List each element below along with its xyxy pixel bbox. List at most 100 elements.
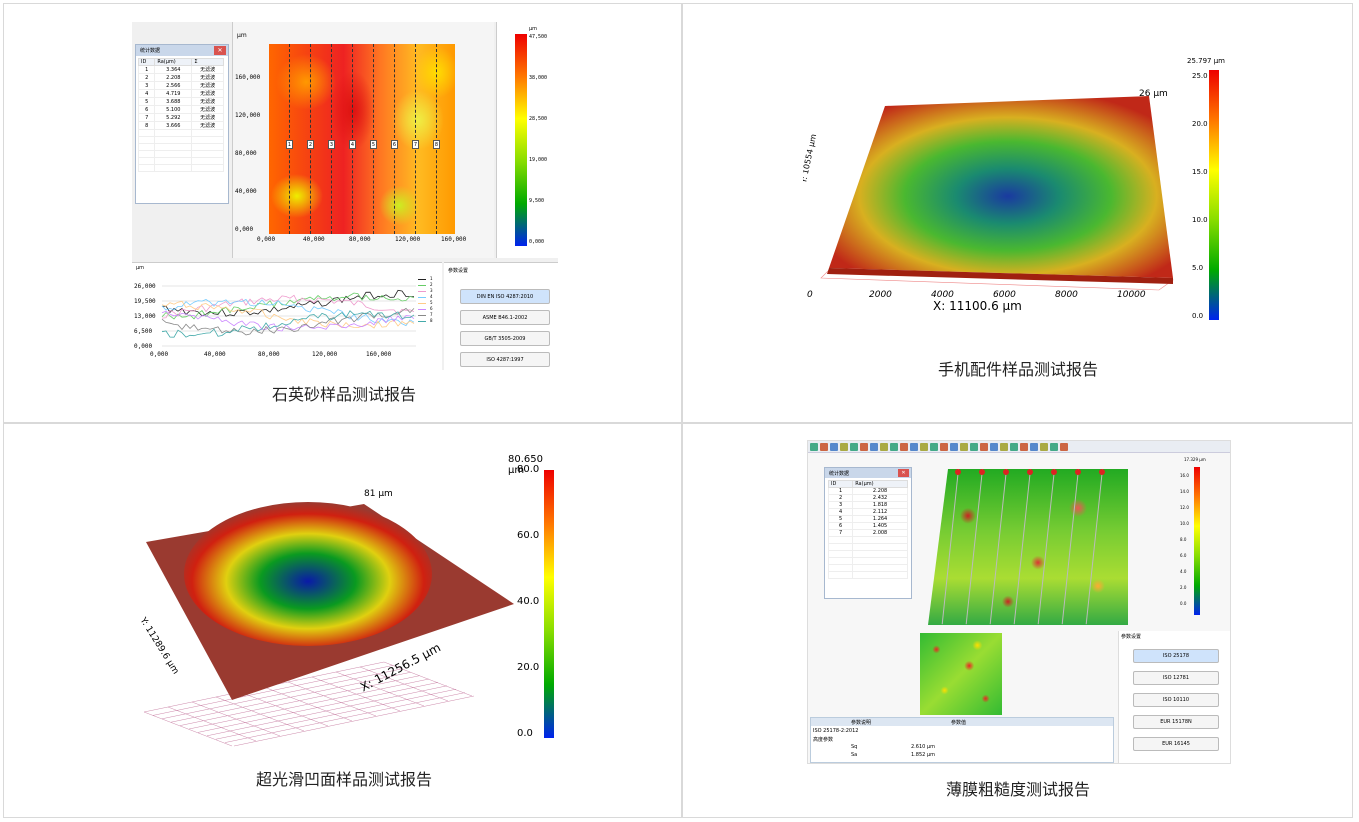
table-row[interactable]: 6 5.100 无滤波 xyxy=(137,105,224,114)
toolbar-tool-icon[interactable] xyxy=(950,443,958,451)
profile-y-tick: 19,500 xyxy=(134,298,156,305)
toolbar-tool-icon[interactable] xyxy=(960,443,968,451)
table-cell-empty xyxy=(852,536,908,544)
profile-line-marker[interactable] xyxy=(1027,469,1033,475)
profile-line-label[interactable]: 7 xyxy=(412,140,419,149)
table-row[interactable]: 4 4.719 无滤波 xyxy=(137,89,224,98)
table-row[interactable]: 3 1.818 xyxy=(827,501,908,509)
colorbar-unit: μm xyxy=(529,26,538,32)
toolbar-tool-icon[interactable] xyxy=(940,443,948,451)
toolbar-tool-icon[interactable] xyxy=(1050,443,1058,451)
standard-button[interactable]: ISO 12781 xyxy=(1133,671,1219,685)
table-row[interactable]: 3 2.566 无滤波 xyxy=(137,81,224,90)
profile-line-marker[interactable] xyxy=(1003,469,1009,475)
params-cell: 高度参数 xyxy=(813,737,834,743)
toolbar-tool-icon[interactable] xyxy=(1040,443,1048,451)
profile-line-label[interactable]: 6 xyxy=(391,140,398,149)
toolbar-tool-icon[interactable] xyxy=(830,443,838,451)
toolbar-tool-icon[interactable] xyxy=(910,443,918,451)
profile-x-tick: 40,000 xyxy=(204,351,226,358)
table-cell-empty xyxy=(191,164,224,172)
table-row[interactable]: 7 2.008 xyxy=(827,529,908,537)
standard-button[interactable]: DIN EN ISO 4287:2010 xyxy=(460,289,550,304)
toolbar-tool-icon[interactable] xyxy=(990,443,998,451)
surface-3d-plot xyxy=(820,96,1174,291)
figure-quartz-sand[interactable]: 统计数据 ✕ ID Ra(μm) Σ 1 3.364 无滤波 2 2.208 无滤波 3 2.566… xyxy=(132,22,558,370)
table-cell-empty xyxy=(137,129,156,137)
table-row-empty xyxy=(137,143,224,151)
profile-line-marker[interactable] xyxy=(955,469,961,475)
table-row[interactable]: 2 2.208 无滤波 xyxy=(137,73,224,82)
colorbar-max: 80.650 μm xyxy=(508,454,543,476)
profile-line-label[interactable]: 2 xyxy=(307,140,314,149)
legend-swatch xyxy=(418,297,426,298)
table-row[interactable]: 8 3.666 无滤波 xyxy=(137,121,224,130)
toolbar-tool-icon[interactable] xyxy=(880,443,888,451)
profile-line-marker[interactable] xyxy=(979,469,985,475)
toolbar-tool-icon[interactable] xyxy=(890,443,898,451)
standard-button[interactable]: ASME B46.1-2002 xyxy=(460,310,550,325)
corner-height-label: 26 μm xyxy=(1139,89,1168,99)
toolbar-tool-icon[interactable] xyxy=(810,443,818,451)
toolbar-tool-icon[interactable] xyxy=(920,443,928,451)
standard-button[interactable]: ISO 10110 xyxy=(1133,693,1219,707)
close-icon[interactable]: ✕ xyxy=(214,46,226,55)
legend-swatch xyxy=(418,291,426,292)
map-x-tick: 80,000 xyxy=(349,236,371,243)
table-row[interactable]: 7 5.292 无滤波 xyxy=(137,113,224,122)
toolbar-tool-icon[interactable] xyxy=(980,443,988,451)
close-icon[interactable]: ✕ xyxy=(898,469,909,477)
toolbar-tool-icon[interactable] xyxy=(970,443,978,451)
profile-line-label[interactable]: 4 xyxy=(349,140,356,149)
table-row-empty xyxy=(137,136,224,144)
toolbar-tool-icon[interactable] xyxy=(1020,443,1028,451)
colorbar-panel: μm 47,500 38,000 28,500 19,000 9,500 0,000 xyxy=(496,22,558,258)
table-row[interactable]: 5 3.688 无滤波 xyxy=(137,97,224,106)
settings-title: 参数设置 xyxy=(1121,634,1142,640)
standard-button[interactable]: GB/T 3505-2009 xyxy=(460,331,550,346)
standard-button[interactable]: ISO 4287:1997 xyxy=(460,352,550,367)
profile-line xyxy=(373,44,374,234)
height-map[interactable]: 1 2 3 4 5 6 7 8 xyxy=(269,44,455,234)
profile-line-label[interactable]: 3 xyxy=(328,140,335,149)
table-row[interactable]: 2 2.432 xyxy=(827,494,908,502)
table-cell: 2 xyxy=(137,73,156,82)
table-row[interactable]: 1 2.208 xyxy=(827,487,908,495)
toolbar-tool-icon[interactable] xyxy=(860,443,868,451)
colorbar-tick: 20.0 xyxy=(1192,120,1208,128)
table-row[interactable]: 5 1.264 xyxy=(827,515,908,523)
profile-line-marker[interactable] xyxy=(1075,469,1081,475)
profile-series xyxy=(161,300,415,329)
table-row[interactable]: 6 1.405 xyxy=(827,522,908,530)
toolbar-tool-icon[interactable] xyxy=(900,443,908,451)
toolbar-tool-icon[interactable] xyxy=(850,443,858,451)
table-row-empty xyxy=(827,536,908,544)
table-cell-empty xyxy=(137,143,156,151)
table-cell-empty xyxy=(827,571,854,579)
figure-concave[interactable]: 80.0 60.0 40.0 20.0 0.0 80.650 μm 81 μm X: 1… xyxy=(132,452,562,752)
standard-button[interactable]: EUR 15178N xyxy=(1133,715,1219,729)
table-row[interactable]: 1 3.364 无滤波 xyxy=(137,65,224,74)
table-row[interactable]: 4 2.112 xyxy=(827,508,908,516)
toolbar-tool-icon[interactable] xyxy=(1030,443,1038,451)
profile-line-marker[interactable] xyxy=(1051,469,1057,475)
table-row-empty xyxy=(137,129,224,137)
toolbar-tool-icon[interactable] xyxy=(930,443,938,451)
figure-phone-part[interactable]: 25.0 20.0 15.0 10.0 5.0 0.0 25.797 μm 26 μm X… xyxy=(803,52,1243,332)
toolbar-tool-icon[interactable] xyxy=(1060,443,1068,451)
colorbar-tick: 14.0 xyxy=(1180,489,1189,494)
profile-line-label[interactable]: 1 xyxy=(286,140,293,149)
profile-line-marker[interactable] xyxy=(1099,469,1105,475)
toolbar-tool-icon[interactable] xyxy=(1000,443,1008,451)
standard-button[interactable]: ISO 25178 xyxy=(1133,649,1219,663)
profile-line-label[interactable]: 8 xyxy=(433,140,440,149)
toolbar-tool-icon[interactable] xyxy=(820,443,828,451)
figure-film[interactable]: 统计数据 ✕ ID Ra(μm) 1 2.208 2 2.432 3 1.818 4 2.112 5… xyxy=(807,440,1231,764)
toolbar-tool-icon[interactable] xyxy=(1010,443,1018,451)
toolbar-tool-icon[interactable] xyxy=(870,443,878,451)
standard-button[interactable]: EUR 16145 xyxy=(1133,737,1219,751)
table-cell: 6 xyxy=(137,105,156,114)
toolbar-tool-icon[interactable] xyxy=(840,443,848,451)
profile-line-label[interactable]: 5 xyxy=(370,140,377,149)
